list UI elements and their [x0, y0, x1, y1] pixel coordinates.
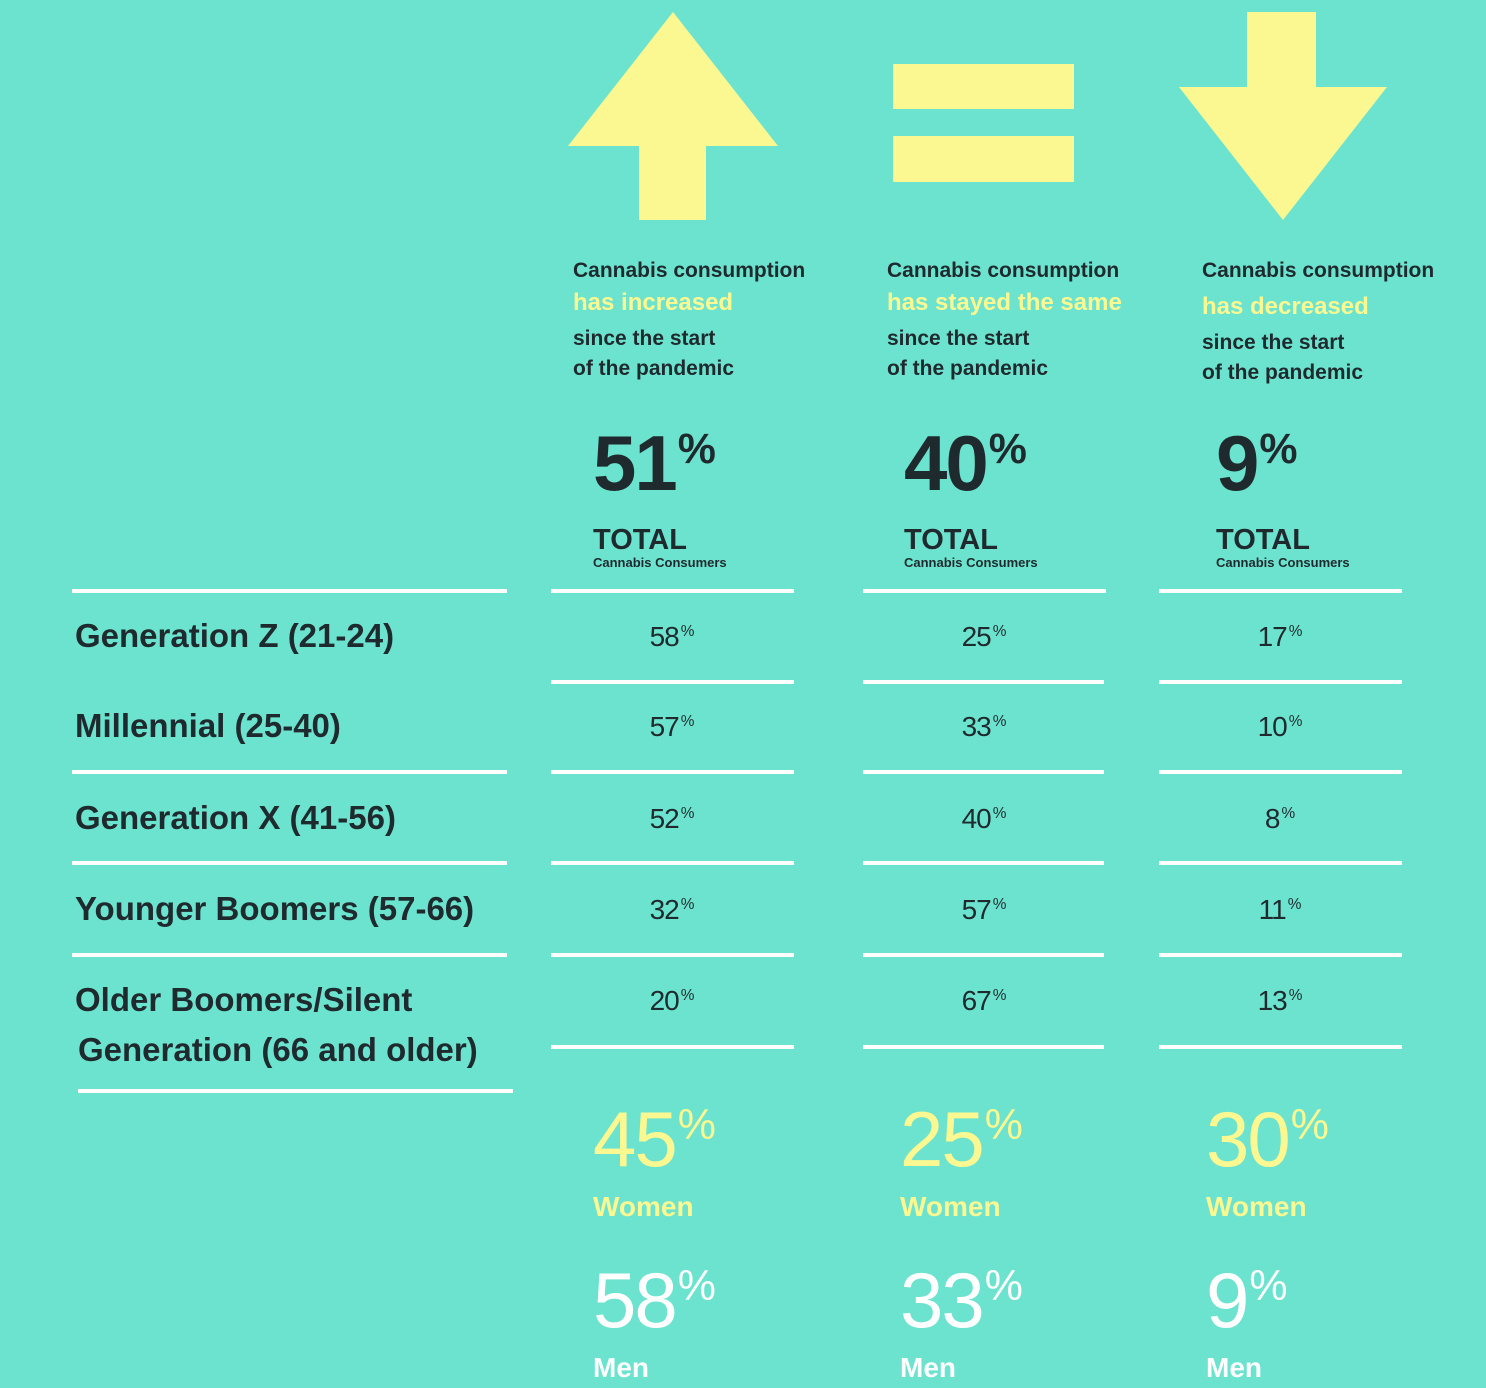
- men-stat-increased: 58% Men: [593, 1261, 716, 1384]
- row-label-generation-z: Generation Z (21-24): [75, 617, 395, 654]
- row-label-silent-generation: Generation (66 and older): [78, 1031, 478, 1068]
- equals-icon: [893, 64, 1075, 184]
- women-stat-decreased: 30% Women: [1206, 1100, 1329, 1223]
- row-divider: [1159, 770, 1402, 774]
- intro-line3: of the pandemic: [887, 357, 1049, 380]
- men-percentage: 33%: [900, 1256, 1023, 1344]
- table-cell: 57%: [961, 894, 1007, 925]
- row-divider: [1159, 1045, 1402, 1049]
- row-label-millennial: Millennial (25-40): [75, 707, 341, 744]
- table-cell: 13%: [1257, 985, 1303, 1016]
- row-divider: [863, 861, 1104, 865]
- row-divider: [551, 770, 794, 774]
- table-cell: 8%: [1264, 803, 1296, 834]
- row-divider: [1159, 589, 1402, 593]
- row-divider: [72, 861, 507, 865]
- up-arrow-icon: [568, 12, 778, 222]
- women-label: Women: [1206, 1191, 1307, 1222]
- row-divider: [1159, 680, 1402, 684]
- row-divider: [551, 953, 794, 957]
- row-label-younger-boomers: Younger Boomers (57-66): [75, 890, 475, 927]
- total-label: TOTAL: [904, 524, 998, 556]
- row-divider: [551, 589, 794, 593]
- down-arrow-icon: [1179, 12, 1389, 222]
- total-sublabel: Cannabis Consumers: [1216, 555, 1350, 570]
- total-block-same: 40% TOTAL Cannabis Consumers: [904, 424, 1038, 571]
- row-divider: [551, 1045, 794, 1049]
- table-cell: 10%: [1257, 711, 1303, 742]
- row-divider: [863, 680, 1104, 684]
- intro-line1: Cannabis consumption: [1202, 259, 1435, 282]
- table-cell: 67%: [961, 985, 1007, 1016]
- women-percentage: 30%: [1206, 1095, 1329, 1183]
- total-sublabel: Cannabis Consumers: [593, 555, 727, 570]
- table-cell: 32%: [649, 894, 695, 925]
- intro-line3: of the pandemic: [1202, 361, 1364, 384]
- column-intro-same: Cannabis consumption has stayed the same…: [887, 256, 1177, 384]
- row-divider: [863, 589, 1106, 593]
- table-cell: 25%: [961, 621, 1007, 652]
- row-divider: [551, 680, 794, 684]
- total-percentage: 51%: [593, 419, 716, 507]
- row-label-older-boomers: Older Boomers/Silent: [75, 981, 413, 1018]
- row-divider: [72, 589, 507, 593]
- table-cell: 20%: [649, 985, 695, 1016]
- men-percentage: 58%: [593, 1256, 716, 1344]
- row-label-generation-x: Generation X (41-56): [75, 799, 396, 836]
- women-stat-same: 25% Women: [900, 1100, 1023, 1223]
- row-divider: [78, 1089, 513, 1093]
- table-cell: 33%: [961, 711, 1007, 742]
- intro-highlight: has decreased: [1202, 293, 1369, 320]
- men-percentage: 9%: [1206, 1256, 1288, 1344]
- intro-highlight: has increased: [573, 289, 734, 316]
- row-divider: [72, 953, 507, 957]
- intro-line2: since the start: [573, 327, 716, 350]
- women-percentage: 45%: [593, 1095, 716, 1183]
- table-cell: 11%: [1258, 894, 1302, 925]
- intro-line2: since the start: [887, 327, 1030, 350]
- total-block-decreased: 9% TOTAL Cannabis Consumers: [1216, 424, 1350, 571]
- row-divider: [1159, 953, 1402, 957]
- total-label: TOTAL: [593, 524, 687, 556]
- intro-line3: of the pandemic: [573, 357, 735, 380]
- row-divider: [72, 770, 507, 774]
- row-divider: [863, 770, 1104, 774]
- women-stat-increased: 45% Women: [593, 1100, 716, 1223]
- total-percentage: 40%: [904, 419, 1027, 507]
- total-percentage: 9%: [1216, 419, 1298, 507]
- men-stat-decreased: 9% Men: [1206, 1261, 1288, 1384]
- table-cell: 52%: [649, 803, 695, 834]
- total-block-increased: 51% TOTAL Cannabis Consumers: [593, 424, 727, 571]
- men-stat-same: 33% Men: [900, 1261, 1023, 1384]
- table-cell: 17%: [1257, 621, 1303, 652]
- women-label: Women: [900, 1191, 1001, 1222]
- column-intro-increased: Cannabis consumption has increased since…: [573, 256, 863, 384]
- women-percentage: 25%: [900, 1095, 1023, 1183]
- total-sublabel: Cannabis Consumers: [904, 555, 1038, 570]
- men-label: Men: [900, 1352, 956, 1383]
- intro-highlight: has stayed the same: [887, 289, 1122, 316]
- women-label: Women: [593, 1191, 694, 1222]
- intro-line1: Cannabis consumption: [573, 259, 806, 282]
- table-cell: 40%: [961, 803, 1007, 834]
- row-divider: [1159, 861, 1402, 865]
- row-divider: [863, 1045, 1104, 1049]
- row-divider: [863, 953, 1104, 957]
- column-intro-decreased: Cannabis consumption has decreased since…: [1202, 256, 1482, 388]
- intro-line2: since the start: [1202, 331, 1345, 354]
- total-label: TOTAL: [1216, 524, 1310, 556]
- intro-line1: Cannabis consumption: [887, 259, 1120, 282]
- table-cell: 57%: [649, 711, 695, 742]
- men-label: Men: [593, 1352, 649, 1383]
- table-cell: 58%: [649, 621, 695, 652]
- row-divider: [551, 861, 794, 865]
- men-label: Men: [1206, 1352, 1262, 1383]
